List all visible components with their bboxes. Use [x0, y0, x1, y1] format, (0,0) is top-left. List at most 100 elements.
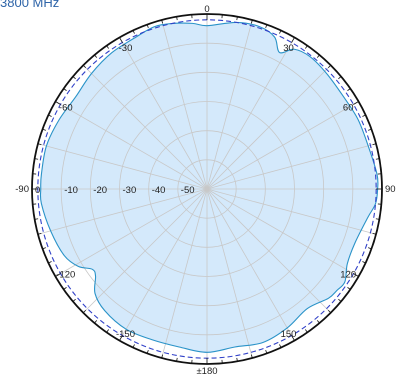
angle-tick-label: ±180 — [196, 366, 217, 377]
angle-tick-mark — [42, 247, 46, 250]
angle-tick-mark — [161, 19, 163, 24]
angle-tick-mark — [305, 329, 308, 333]
angle-tick-mark — [106, 45, 109, 49]
angle-tick-mark — [37, 233, 42, 235]
angle-tick-mark — [375, 218, 380, 220]
angle-tick-mark — [316, 54, 320, 58]
angle-tick-mark — [82, 64, 87, 69]
radial-tick-label: 0 — [35, 185, 40, 196]
angle-tick-label: -120 — [56, 270, 75, 281]
angle-tick-mark — [338, 298, 342, 302]
angle-tick-mark — [82, 309, 87, 314]
angle-tick-mark — [176, 16, 178, 21]
angle-tick-mark — [132, 344, 135, 348]
angle-tick-label: 120 — [340, 270, 356, 281]
angle-tick-mark — [119, 335, 123, 341]
grid-spoke — [206, 19, 253, 190]
angle-tick-label: -90 — [15, 184, 29, 195]
angle-tick-mark — [42, 128, 46, 131]
angle-tick-mark — [94, 320, 98, 324]
angle-tick-mark — [362, 114, 366, 117]
grid-spoke — [206, 143, 377, 190]
angle-tick-label: 90 — [385, 184, 396, 195]
grid-spoke — [37, 143, 208, 190]
grid-spoke — [206, 101, 359, 190]
angle-tick-label: -150 — [116, 329, 135, 340]
angle-tick-label: 150 — [281, 329, 297, 340]
angle-tick-mark — [236, 16, 238, 21]
angle-tick-mark — [347, 88, 351, 91]
grid-spoke — [55, 188, 208, 277]
angle-tick-mark — [338, 76, 342, 80]
grid-spoke — [82, 64, 208, 190]
angle-tick-mark — [279, 30, 282, 34]
angle-tick-mark — [279, 344, 282, 348]
angle-tick-mark — [72, 298, 76, 302]
grid-spoke — [206, 64, 332, 190]
angle-tick-mark — [106, 329, 109, 333]
radial-tick-label: -10 — [64, 185, 78, 196]
angle-tick-mark — [368, 128, 372, 131]
angle-tick-mark — [368, 247, 372, 250]
angle-tick-mark — [94, 54, 98, 58]
angle-tick-mark — [316, 320, 320, 324]
grid-spoke — [82, 188, 208, 314]
angle-tick-label: -60 — [59, 103, 73, 114]
angle-tick-mark — [63, 88, 67, 91]
chart-title: 3800 MHz — [0, 0, 60, 10]
angle-tick-mark — [176, 357, 178, 362]
angle-tick-mark — [372, 233, 377, 235]
angle-tick-label: 60 — [343, 103, 354, 114]
radial-tick-label: -20 — [93, 185, 107, 196]
grid-spoke — [206, 37, 295, 190]
angle-tick-mark — [291, 335, 295, 341]
angle-tick-mark — [353, 101, 359, 105]
angle-tick-mark — [55, 273, 61, 277]
angle-tick-label: 30 — [283, 43, 294, 54]
angle-tick-mark — [72, 76, 76, 80]
angle-tick-mark — [119, 37, 123, 43]
angle-tick-label: -30 — [119, 43, 133, 54]
angle-tick-mark — [265, 24, 268, 28]
angle-tick-mark — [372, 143, 377, 145]
angle-tick-mark — [375, 158, 380, 160]
angle-tick-mark — [34, 158, 39, 160]
angle-tick-mark — [305, 45, 308, 49]
angle-tick-mark — [63, 287, 67, 290]
grid-spoke — [161, 188, 208, 359]
grid-spoke — [119, 188, 208, 341]
radial-tick-label: -30 — [123, 185, 137, 196]
grid-spoke — [206, 188, 359, 277]
angle-tick-mark — [55, 101, 61, 105]
angle-tick-label: 0 — [204, 4, 209, 15]
radial-tick-label: -40 — [152, 185, 166, 196]
grid-spoke — [206, 188, 295, 341]
angle-tick-mark — [48, 114, 52, 117]
grid-spoke — [119, 37, 208, 190]
angle-tick-mark — [146, 24, 149, 28]
grid-spoke — [206, 188, 377, 235]
angle-tick-mark — [146, 350, 149, 354]
angle-tick-mark — [34, 218, 39, 220]
angle-tick-mark — [251, 354, 253, 359]
grid-spoke — [55, 101, 208, 190]
angle-tick-mark — [251, 19, 253, 24]
angle-tick-labels: 0 30 60 90 120 150 ±180 -150 -120 -90 -60 -30 — [15, 4, 395, 377]
angle-tick-mark — [236, 357, 238, 362]
radial-tick-labels: 0 -10 -20 -30 -40 -50 — [35, 185, 195, 196]
angle-tick-mark — [161, 354, 163, 359]
angle-tick-mark — [362, 261, 366, 264]
angle-tick-mark — [291, 37, 295, 43]
angle-tick-mark — [37, 143, 42, 145]
series-0-line — [39, 21, 379, 353]
angle-tick-mark — [132, 30, 135, 34]
grid-spoke — [206, 188, 253, 359]
angle-tick-mark — [48, 261, 52, 264]
grid-spoke — [161, 19, 208, 190]
angle-tick-mark — [353, 273, 359, 277]
angle-tick-mark — [327, 309, 332, 314]
grid-spoke — [37, 188, 208, 235]
angle-tick-mark — [327, 64, 332, 69]
grid-spoke — [206, 188, 332, 314]
